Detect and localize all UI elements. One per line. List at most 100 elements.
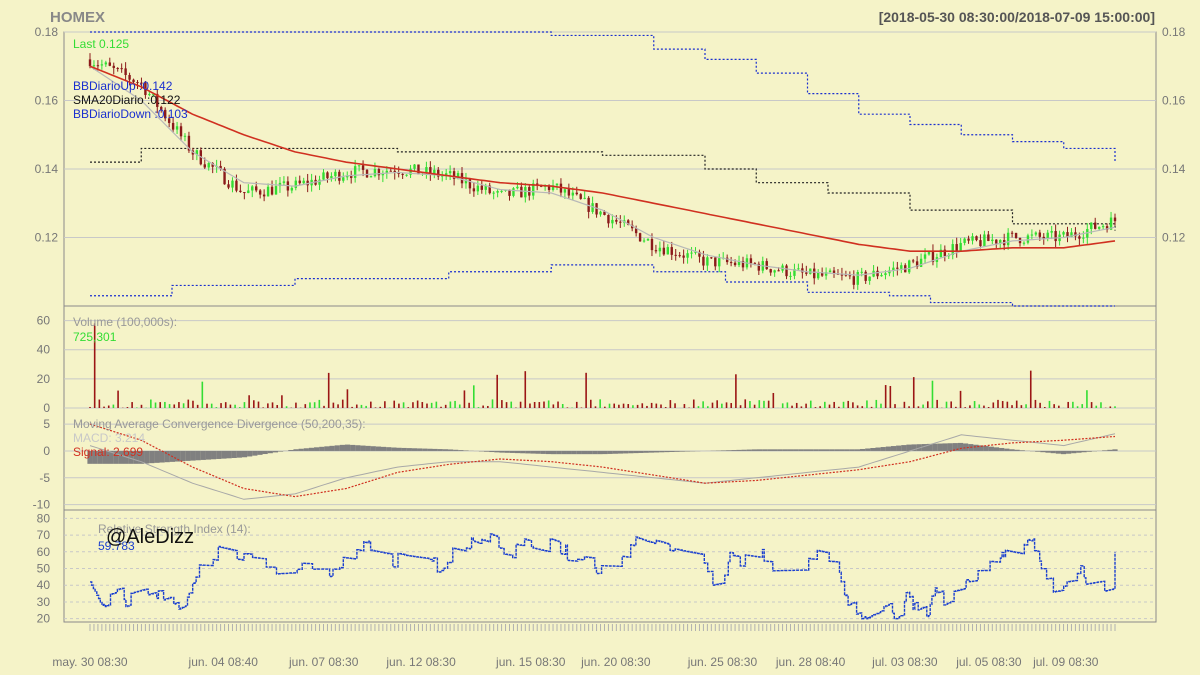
volume-bar: [697, 406, 700, 408]
macd-hist-bar: [772, 449, 778, 451]
volume-bar: [472, 385, 475, 408]
macd-hist-bar: [926, 443, 933, 451]
macd-hist-bar: [597, 450, 603, 455]
price-ytick-right: 0.14: [1162, 162, 1186, 176]
volume-bar: [763, 400, 765, 408]
volume-bar: [987, 407, 990, 408]
macd-hist-bar: [272, 450, 279, 453]
candle-body: [464, 179, 468, 184]
macd-hist-bar: [133, 450, 139, 464]
candle-body: [729, 262, 733, 264]
candle-body: [820, 272, 824, 276]
rsi-ytick: 60: [37, 545, 51, 559]
volume-bar: [753, 404, 756, 408]
macd-hist-bar: [679, 450, 685, 452]
candle-body: [805, 272, 808, 274]
macd-hist-bar: [664, 450, 670, 453]
candle-body: [571, 192, 575, 196]
macd-ytick: 0: [43, 444, 50, 458]
macd-hist-bar: [607, 450, 613, 454]
macd-hist-bar: [97, 450, 103, 464]
macd-hist-bar: [308, 447, 315, 451]
candle-body: [991, 239, 994, 242]
volume-bar: [505, 402, 508, 408]
candle-body: [108, 62, 111, 66]
candle-body: [1010, 232, 1014, 234]
candle-body: [607, 214, 610, 224]
volume-bar: [618, 404, 620, 408]
macd-hist-bar: [999, 447, 1005, 451]
volume-bar: [379, 406, 381, 408]
macd-hist-bar: [720, 450, 727, 451]
candle-body: [777, 270, 780, 272]
volume-bar: [463, 390, 466, 408]
x-tick-label: jun. 20 08:30: [580, 655, 651, 669]
candle-body: [710, 257, 713, 259]
volume-bar: [426, 403, 428, 408]
macd-hist-bar: [1066, 450, 1072, 454]
candle-body: [698, 251, 701, 257]
macd-hist-bar: [257, 450, 263, 455]
volume-bar: [978, 404, 981, 408]
candle-body: [219, 165, 222, 169]
macd-hist-bar: [1071, 450, 1077, 454]
volume-bar: [805, 403, 807, 408]
candle-body: [413, 164, 416, 169]
macd-hist-bar: [108, 450, 114, 464]
bb-down-line: [90, 264, 1115, 307]
candle-body: [1046, 232, 1049, 239]
candle-body: [927, 251, 931, 255]
candle-body: [547, 185, 551, 190]
candle-body: [694, 251, 697, 253]
macd-hist-bar: [236, 450, 242, 458]
volume-bars: [89, 323, 1116, 408]
candle-body: [96, 65, 100, 67]
candle-body: [152, 93, 155, 95]
macd-hist-bar: [314, 447, 320, 451]
volume-bar: [931, 380, 934, 408]
volume-bar: [89, 406, 91, 408]
candle-body: [302, 180, 305, 184]
volume-bar: [360, 404, 363, 408]
volume-bar: [838, 406, 840, 408]
macd-hist-bar: [880, 447, 886, 451]
volume-bar: [575, 401, 578, 408]
macd-hist-bar: [988, 446, 994, 451]
candle-body: [801, 268, 804, 273]
candle-body: [120, 68, 123, 70]
volume-bar: [707, 406, 709, 408]
volume-bar: [154, 402, 157, 408]
legend-entry: BBDiarioUp :0.142: [73, 79, 173, 93]
macd-hist-bar: [190, 450, 196, 461]
macd-hist-bar: [319, 446, 325, 451]
candle-body: [223, 168, 226, 185]
candle-body: [468, 179, 472, 189]
macd-hist-bar: [391, 447, 397, 451]
candle-body: [1042, 236, 1045, 239]
candle-body: [369, 176, 373, 178]
macd-hist-bar: [849, 449, 855, 451]
candle-body: [1070, 232, 1073, 238]
macd-hist-bar: [406, 448, 412, 451]
macd-hist-bar: [1050, 450, 1056, 454]
volume-bar: [224, 402, 227, 408]
candle-body: [104, 62, 108, 65]
volume-bar: [557, 401, 559, 408]
volume-bar: [650, 402, 653, 408]
candle-body: [773, 270, 776, 273]
macd-hist-bar: [339, 444, 345, 451]
volume-bar: [730, 403, 733, 408]
volume-bar: [117, 390, 119, 408]
rsi-title: Relative Strength Index (14):: [98, 522, 251, 536]
macd-hist-bar: [890, 446, 897, 451]
rsi-line: [90, 533, 1116, 620]
macd-hist-bar: [860, 448, 866, 451]
volume-bar: [533, 402, 536, 408]
candle-body: [832, 270, 836, 274]
candle-body: [100, 64, 104, 66]
candle-body: [326, 172, 329, 179]
volume-bar: [435, 401, 438, 408]
macd-hist-bar: [247, 450, 253, 457]
